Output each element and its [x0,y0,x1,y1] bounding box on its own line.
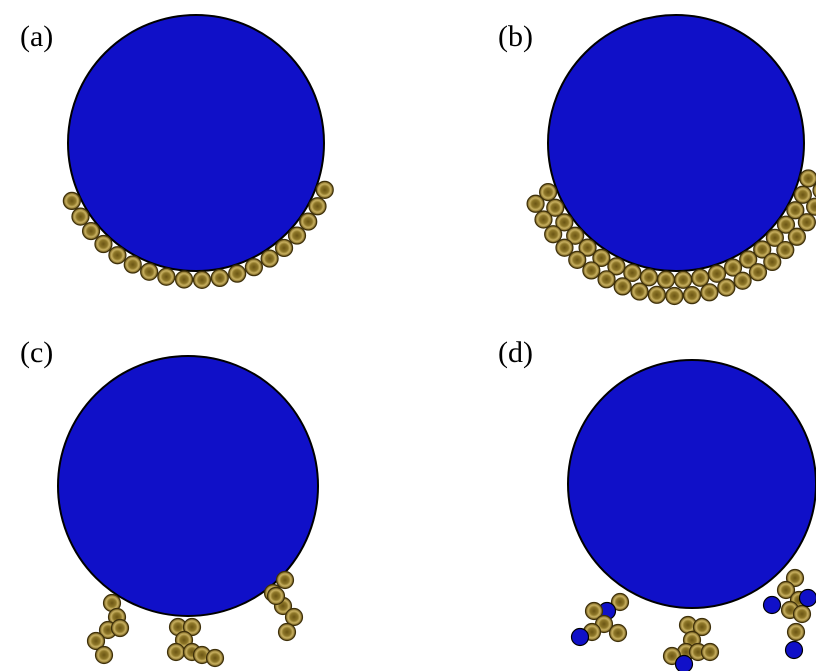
gold-particle [229,265,246,282]
figure: (a) (b) (c) (d) [0,0,816,671]
gold-particle [675,271,692,288]
gold-particle [261,250,278,267]
gold-particle [300,213,317,230]
large-sphere [568,360,816,608]
blue-particle [572,629,589,646]
page: (a) (b) (c) (d) (() => { const data = JS… [0,0,816,671]
gold-particle [718,279,735,296]
gold-particle [800,170,816,187]
gold-particle [702,644,719,661]
gold-particle [211,269,228,286]
gold-particle [168,644,185,661]
gold-particle [788,228,805,245]
blue-particle [676,656,693,671]
gold-particle [764,253,781,270]
gold-particle [610,625,627,642]
blue-particle [786,642,803,659]
panel-label: (b) [498,20,533,53]
gold-particle [734,272,751,289]
gold-particle [701,284,718,301]
gold-particle [277,572,294,589]
gold-particle [535,211,552,228]
gold-particle [268,588,285,605]
gold-particle [657,271,674,288]
gold-particle [124,256,141,273]
gold-particle [141,263,158,280]
gold-particle [527,195,544,212]
blue-particle [764,597,781,614]
gold-particle [95,236,112,253]
gold-particle [777,242,794,259]
gold-particle [193,271,210,288]
gold-particle [63,192,80,209]
blue-particle [800,590,816,607]
gold-particle [109,247,126,264]
gold-particle [207,650,224,667]
gold-particle [614,278,631,295]
gold-particle [569,251,586,268]
gold-particle [794,606,811,623]
gold-particle [316,181,333,198]
gold-particle [276,239,293,256]
large-sphere [548,15,804,271]
gold-particle [96,647,113,664]
gold-particle [279,624,296,641]
gold-particle [798,214,815,231]
gold-particle [112,620,129,637]
gold-particle [286,609,303,626]
large-sphere [68,15,324,271]
gold-particle [289,227,306,244]
gold-particle [749,264,766,281]
gold-particle [176,271,193,288]
gold-particle [72,208,89,225]
gold-particle [788,624,805,641]
panel-label: (d) [498,336,533,369]
panel-label: (c) [20,336,53,369]
gold-particle [83,223,100,240]
gold-particle [631,283,648,300]
gold-particle [683,287,700,304]
gold-particle [598,271,615,288]
panel-label: (a) [20,20,53,53]
gold-particle [309,198,326,215]
gold-particle [583,262,600,279]
gold-particle [158,268,175,285]
gold-particle [666,287,683,304]
gold-particle [245,259,262,276]
gold-particle [545,226,562,243]
gold-particle [556,239,573,256]
gold-particle [648,286,665,303]
